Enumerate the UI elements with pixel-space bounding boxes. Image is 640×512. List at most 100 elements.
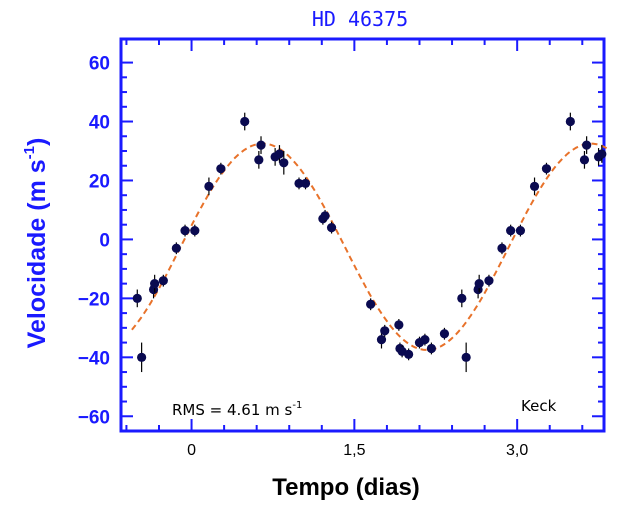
data-point xyxy=(150,274,160,293)
data-marker xyxy=(506,225,516,236)
data-marker xyxy=(256,140,266,150)
data-marker xyxy=(529,181,540,191)
rms-annotation-exponent: -1 xyxy=(292,400,302,411)
data-point xyxy=(515,224,526,237)
data-marker xyxy=(294,178,304,189)
sinusoid-fit-curve xyxy=(131,142,610,351)
data-point xyxy=(582,136,592,154)
data-point xyxy=(426,342,437,355)
axis-ticks xyxy=(121,39,604,431)
data-point xyxy=(171,242,181,255)
data-point xyxy=(254,151,264,169)
data-marker xyxy=(180,225,190,236)
data-point xyxy=(294,177,304,190)
y-tick-label: −20 xyxy=(78,289,110,310)
x-tick-label: 1,5 xyxy=(343,442,365,459)
data-marker xyxy=(541,164,552,174)
data-point xyxy=(404,348,414,361)
fit-layer xyxy=(131,142,610,351)
x-tick-label: 3,0 xyxy=(506,442,528,459)
data-point xyxy=(180,224,190,237)
data-point xyxy=(420,333,430,346)
data-point xyxy=(457,289,467,308)
data-marker xyxy=(484,276,494,286)
data-point xyxy=(132,289,142,308)
data-point xyxy=(597,145,607,163)
data-marker xyxy=(132,293,142,303)
y-tick-label: −40 xyxy=(78,348,110,369)
data-point xyxy=(497,242,507,255)
x-tick-labels: 0 1,5 3,0 xyxy=(187,442,528,459)
data-marker xyxy=(426,343,437,354)
telescope-label: Keck xyxy=(521,397,557,415)
data-point xyxy=(366,298,376,311)
rms-annotation: RMS = 4.61 m s-1 xyxy=(172,400,302,419)
data-marker xyxy=(279,158,289,168)
y-tick-label: 40 xyxy=(89,113,110,134)
y-axis-label-group: Velocidade (m s-1) xyxy=(21,138,51,349)
data-points xyxy=(132,112,607,373)
data-point xyxy=(474,274,484,293)
data-marker xyxy=(320,211,330,221)
data-point xyxy=(484,274,494,287)
data-point xyxy=(240,112,250,131)
data-marker xyxy=(171,243,181,253)
data-point xyxy=(541,162,552,175)
data-point xyxy=(320,209,330,222)
data-marker xyxy=(376,335,387,345)
data-marker xyxy=(366,299,376,309)
x-tick-label: 0 xyxy=(187,442,196,459)
data-marker xyxy=(274,149,285,159)
y-axis-label: Velocidade (m s-1) xyxy=(21,138,51,349)
chart-title: HD 46375 xyxy=(312,7,408,31)
data-point xyxy=(274,145,285,163)
data-marker xyxy=(326,223,337,233)
data-point xyxy=(326,221,337,234)
data-marker xyxy=(457,293,467,303)
y-axis-label-close: ) xyxy=(23,138,51,146)
data-point xyxy=(204,177,214,196)
data-marker xyxy=(474,279,484,289)
data-point xyxy=(256,136,266,154)
y-tick-label: 20 xyxy=(89,171,110,192)
data-point xyxy=(579,151,590,169)
data-marker xyxy=(497,243,507,253)
data-marker xyxy=(420,335,430,345)
data-marker xyxy=(461,352,471,362)
data-marker xyxy=(565,116,575,127)
y-tick-labels: −60 −40 −20 0 20 40 60 xyxy=(78,54,110,429)
data-marker xyxy=(394,320,404,330)
y-axis-label-text: Velocidade (m s xyxy=(23,159,51,348)
data-point xyxy=(380,324,390,337)
data-point xyxy=(394,319,404,331)
data-point xyxy=(158,274,168,287)
y-tick-label: 0 xyxy=(99,230,110,251)
data-marker xyxy=(597,149,607,159)
data-marker xyxy=(150,279,160,289)
data-point xyxy=(137,342,147,373)
data-marker xyxy=(254,155,264,165)
data-marker xyxy=(380,326,390,336)
rms-annotation-text: RMS = 4.61 m s xyxy=(172,401,293,419)
data-marker xyxy=(515,225,526,236)
data-marker xyxy=(579,155,590,165)
data-marker xyxy=(300,178,311,189)
data-marker xyxy=(204,181,214,191)
plot-border xyxy=(119,37,606,433)
data-marker xyxy=(404,349,414,359)
data-point xyxy=(506,224,516,237)
data-marker xyxy=(439,329,450,339)
data-point xyxy=(279,151,289,175)
data-marker xyxy=(582,140,592,150)
y-axis-label-exponent: -1 xyxy=(21,146,38,159)
data-point xyxy=(216,162,226,175)
data-point xyxy=(529,177,540,196)
x-axis-label: Tempo (dias) xyxy=(272,474,420,501)
y-tick-label: −60 xyxy=(78,407,110,428)
data-marker xyxy=(216,164,226,174)
plot-frame xyxy=(119,37,606,433)
data-marker xyxy=(158,276,168,286)
data-point xyxy=(439,327,450,340)
y-tick-label: 60 xyxy=(89,54,110,75)
